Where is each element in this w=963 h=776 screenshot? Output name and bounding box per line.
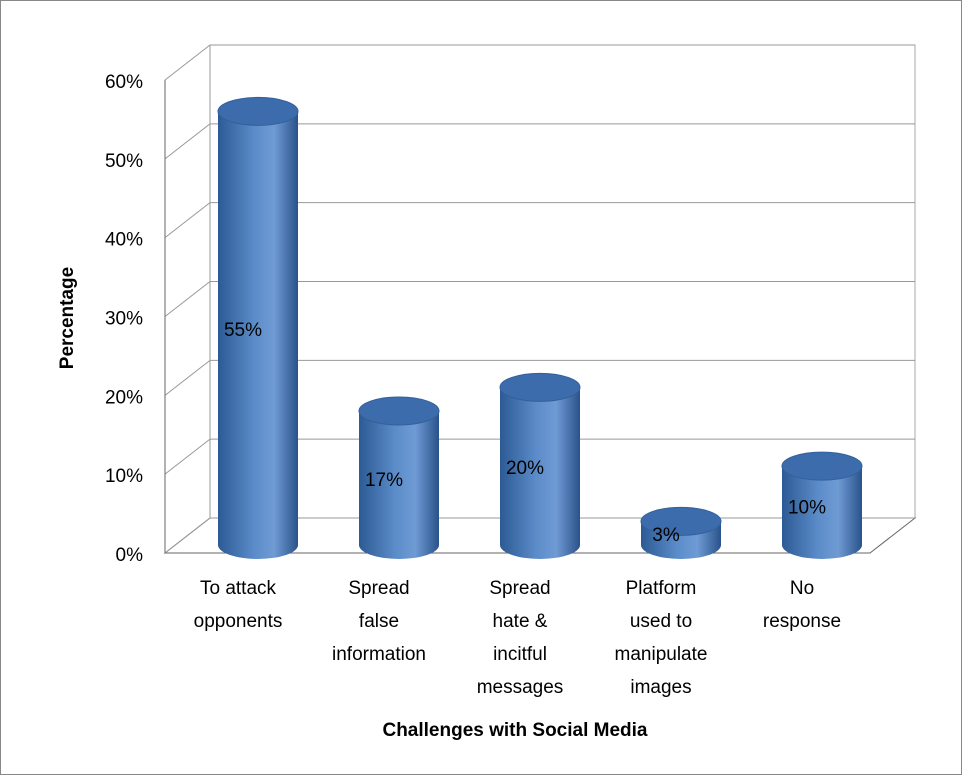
y-axis-title: Percentage — [57, 267, 78, 369]
x-tick-label: Spread — [489, 578, 550, 599]
y-tick-label: 20% — [105, 387, 143, 408]
x-tick-label: opponents — [194, 611, 283, 632]
bar — [781, 451, 863, 559]
x-tick-label: response — [763, 611, 841, 632]
x-tick-label: messages — [477, 677, 564, 698]
x-tick-label: false — [359, 611, 399, 632]
x-tick-label: Platform — [626, 578, 697, 599]
x-tick-label: manipulate — [615, 644, 708, 665]
x-tick-label: Spread — [348, 578, 409, 599]
data-label: 17% — [365, 470, 403, 491]
bar-top — [640, 506, 722, 536]
bar-top — [217, 96, 299, 126]
bar-body — [500, 387, 580, 559]
y-tick-label: 40% — [105, 230, 143, 251]
x-tick-label: To attack — [200, 578, 277, 599]
bar — [499, 372, 581, 559]
x-tick-label: images — [630, 677, 691, 698]
x-tick-label: hate & — [493, 611, 548, 632]
bar — [640, 506, 722, 559]
bar-top — [358, 396, 440, 426]
bar-body — [359, 410, 439, 559]
bar — [217, 96, 299, 560]
x-tick-label: information — [332, 644, 426, 665]
data-label: 55% — [224, 320, 262, 341]
bar — [358, 396, 440, 559]
data-label: 3% — [652, 525, 680, 546]
y-tick-label: 10% — [105, 466, 143, 487]
y-tick-label: 0% — [116, 545, 144, 566]
bar-top — [781, 451, 863, 481]
bar-body — [782, 466, 862, 559]
y-tick-label: 50% — [105, 151, 143, 172]
x-axis-title: Challenges with Social Media — [382, 720, 647, 741]
y-tick-label: 30% — [105, 309, 143, 330]
x-tick-label: used to — [630, 611, 692, 632]
y-tick-label: 60% — [105, 72, 143, 93]
data-label: 10% — [788, 498, 826, 519]
x-tick-label: incitful — [493, 644, 547, 665]
data-label: 20% — [506, 458, 544, 479]
x-tick-label: No — [790, 578, 814, 599]
bar-body — [218, 111, 298, 560]
bar-top — [499, 372, 581, 402]
